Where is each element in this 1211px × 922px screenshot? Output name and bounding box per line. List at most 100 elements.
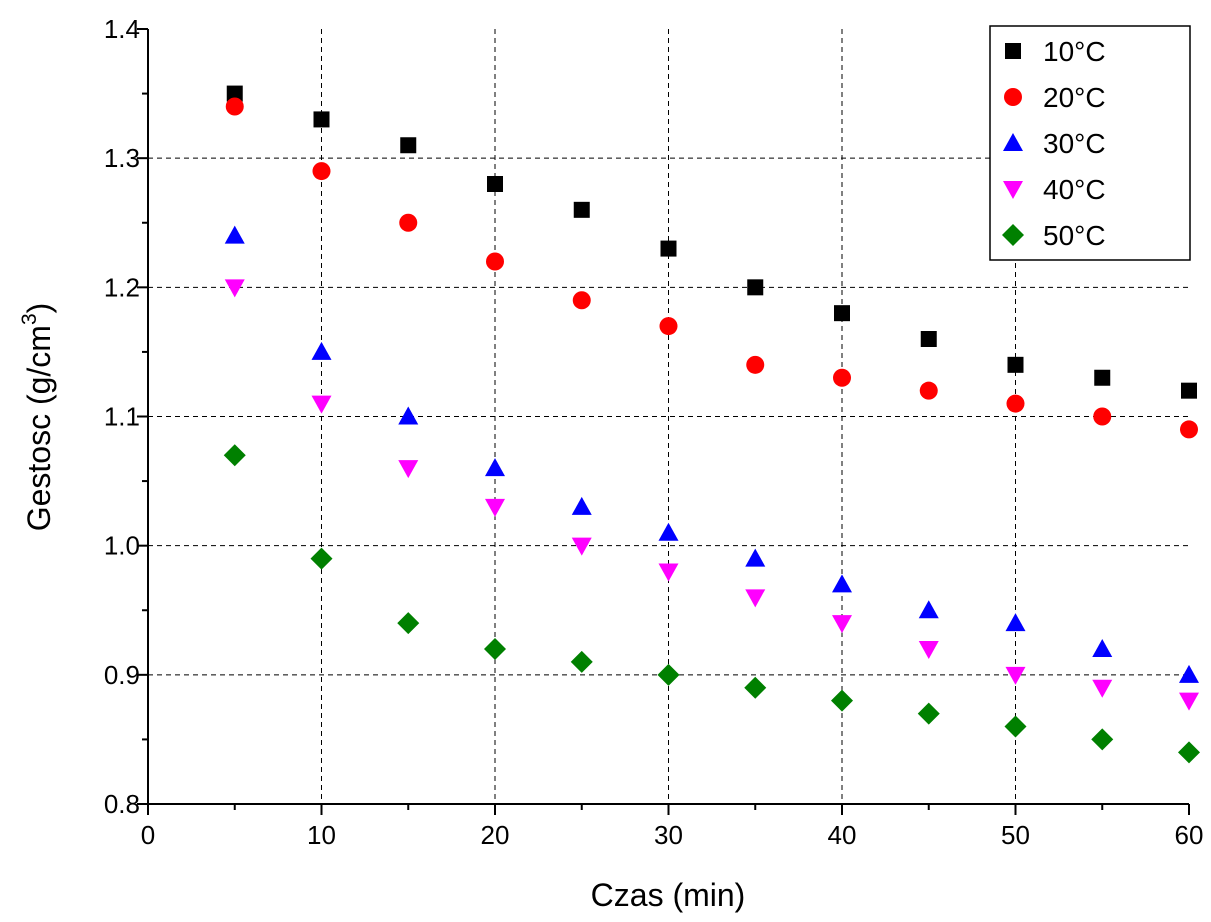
- x-tick-label: 0: [141, 820, 155, 850]
- data-point: [1180, 420, 1198, 439]
- data-point: [312, 162, 331, 181]
- data-point: [1179, 664, 1199, 683]
- data-point: [658, 563, 679, 582]
- data-point: [918, 641, 939, 659]
- y-tick-label: 0.9: [104, 660, 140, 690]
- data-point: [224, 279, 245, 298]
- data-point: [485, 498, 505, 517]
- data-point: [487, 176, 503, 192]
- data-point: [745, 548, 766, 567]
- data-point: [1004, 715, 1027, 738]
- legend-box: [989, 25, 1191, 261]
- y-axis-title-superscript: 3: [18, 313, 41, 325]
- data-point: [313, 111, 330, 128]
- y-tick-label: 1.4: [104, 14, 140, 44]
- series-5: [223, 444, 1200, 764]
- legend-marker: [1003, 133, 1023, 151]
- data-point: [311, 341, 332, 360]
- data-point: [920, 331, 937, 347]
- data-points: [223, 85, 1200, 764]
- data-point: [834, 305, 850, 322]
- y-tick-label: 1.2: [104, 272, 140, 302]
- data-point: [1007, 356, 1024, 373]
- data-point: [573, 201, 590, 218]
- y-tick-label: 1.1: [104, 402, 140, 432]
- data-point: [1178, 741, 1200, 764]
- data-point: [484, 638, 506, 660]
- legend-label: 30°C: [1043, 128, 1106, 159]
- y-tick-label: 1.3: [104, 143, 140, 173]
- data-point: [1005, 666, 1026, 685]
- data-point: [832, 615, 852, 634]
- data-point: [572, 291, 591, 310]
- data-point: [310, 547, 333, 570]
- x-tick-label: 50: [1001, 820, 1030, 850]
- x-tick-label: 30: [654, 820, 683, 850]
- data-point: [398, 406, 419, 425]
- legend-marker: [1002, 224, 1024, 246]
- legend-label: 10°C: [1043, 36, 1106, 67]
- data-point: [1006, 394, 1025, 413]
- data-point: [571, 537, 592, 556]
- y-axis-title-main: Gestosc (g/cm: [21, 325, 57, 531]
- data-point: [397, 612, 420, 635]
- data-point: [398, 460, 419, 479]
- data-point: [571, 496, 592, 515]
- data-point: [1091, 728, 1114, 751]
- data-point: [918, 600, 939, 619]
- data-point: [225, 97, 244, 116]
- data-point: [747, 279, 764, 296]
- data-point: [745, 589, 766, 608]
- x-tick-label: 60: [1175, 820, 1204, 850]
- data-point: [486, 252, 504, 271]
- data-point: [485, 458, 505, 477]
- data-point: [833, 368, 851, 387]
- legend-marker: [1003, 181, 1023, 199]
- data-point: [570, 650, 593, 673]
- data-point: [1092, 679, 1113, 698]
- x-tick-label: 10: [307, 820, 336, 850]
- data-point: [1179, 692, 1199, 711]
- axes: [137, 28, 1190, 815]
- y-axis-title: Gestosc (g/cm3): [18, 303, 57, 532]
- data-point: [1092, 639, 1113, 657]
- data-point: [226, 85, 243, 102]
- data-point: [919, 381, 938, 400]
- data-point: [311, 395, 332, 414]
- legend-label: 50°C: [1043, 220, 1106, 251]
- x-axis-title: Czas (min): [591, 877, 746, 913]
- data-point: [660, 240, 677, 257]
- y-tick-label: 0.8: [104, 789, 140, 819]
- data-point: [744, 676, 767, 699]
- data-point: [224, 225, 245, 244]
- data-point: [658, 522, 679, 541]
- series-1: [226, 85, 1197, 399]
- series-3: [224, 225, 1199, 683]
- data-point: [1181, 382, 1197, 399]
- data-point: [1005, 613, 1026, 632]
- legend-marker: [1004, 88, 1022, 106]
- series-2: [225, 97, 1198, 439]
- data-point: [831, 689, 853, 712]
- data-point: [746, 355, 765, 374]
- data-point: [399, 213, 418, 232]
- x-tick-label: 40: [828, 820, 857, 850]
- legend-label: 40°C: [1043, 174, 1106, 205]
- data-point: [400, 137, 417, 154]
- y-axis-title-close: ): [21, 303, 57, 314]
- data-point: [223, 444, 246, 467]
- data-point: [657, 663, 680, 686]
- x-tick-label: 20: [481, 820, 510, 850]
- data-point: [832, 574, 852, 593]
- y-tick-label: 1.0: [104, 531, 140, 561]
- legend-label: 20°C: [1043, 82, 1106, 113]
- data-point: [917, 702, 940, 725]
- data-point: [1094, 369, 1111, 386]
- series-4: [224, 279, 1199, 711]
- legend: 10°C 20°C 30°C 40°C 50°C: [989, 25, 1191, 261]
- data-point: [659, 317, 678, 336]
- data-point: [1093, 407, 1112, 426]
- legend-marker: [1005, 43, 1021, 59]
- tick-labels: 0 10 20 30 40 50 60 0.8 0.9 1.0 1.1 1.2 1.3 1.4: [104, 14, 1204, 850]
